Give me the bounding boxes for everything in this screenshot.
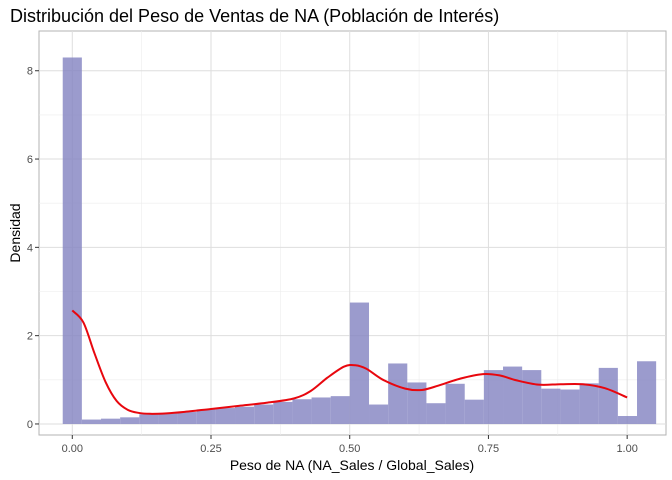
x-tick-label: 0.00 [62,443,83,455]
histogram-bar [637,361,657,424]
histogram-bar [407,382,427,424]
x-axis-title: Peso de NA (NA_Sales / Global_Sales) [230,457,474,473]
grid-lines [39,31,666,435]
histogram-bars [62,57,657,424]
histogram-bar [541,388,561,424]
density-curve [71,309,628,415]
histogram-bar [522,370,542,424]
histogram-bar [196,409,216,424]
histogram-bar [292,399,312,424]
histogram-bar [426,403,446,424]
histogram-bar [139,414,159,424]
histogram-bar [215,408,236,424]
histogram-bar [158,412,178,424]
y-tick-label: 6 [27,154,33,166]
histogram-bar [445,383,465,424]
x-tick-label: 0.50 [339,443,360,455]
histogram-bar [349,302,370,424]
y-axis-title: Densidad [7,203,23,262]
histogram-bar [311,397,331,424]
histogram-bar [273,401,293,424]
histogram-bar [120,417,140,424]
x-tick-label: 0.25 [200,443,221,455]
x-tick-label: 1.00 [616,443,637,455]
histogram-bar [388,363,408,424]
histogram-bar [579,383,599,424]
histogram-bar [369,404,389,424]
histogram-bar [483,370,504,424]
histogram-bar [598,367,618,424]
y-tick-label: 0 [27,419,33,431]
x-tick-label: 0.75 [478,443,499,455]
histogram-bar [235,406,255,424]
chart-title: Distribución del Peso de Ventas de NA (P… [10,6,500,26]
y-tick-label: 8 [27,66,33,78]
histogram-bar [81,419,102,424]
histogram-bar [330,396,350,424]
histogram-bar [617,416,638,424]
histogram-bar [62,57,82,424]
histogram-bar [464,399,484,424]
histogram-bar [177,412,197,424]
histogram-bar [560,389,580,424]
histogram-bar [101,418,121,424]
y-tick-label: 2 [27,331,33,343]
y-tick-label: 4 [27,242,33,254]
axis-ticks: 0.00 0.25 0.50 0.75 1.00 0 2 4 6 8 [27,66,638,455]
histogram-bar [254,404,274,424]
histogram-bar [503,366,523,424]
